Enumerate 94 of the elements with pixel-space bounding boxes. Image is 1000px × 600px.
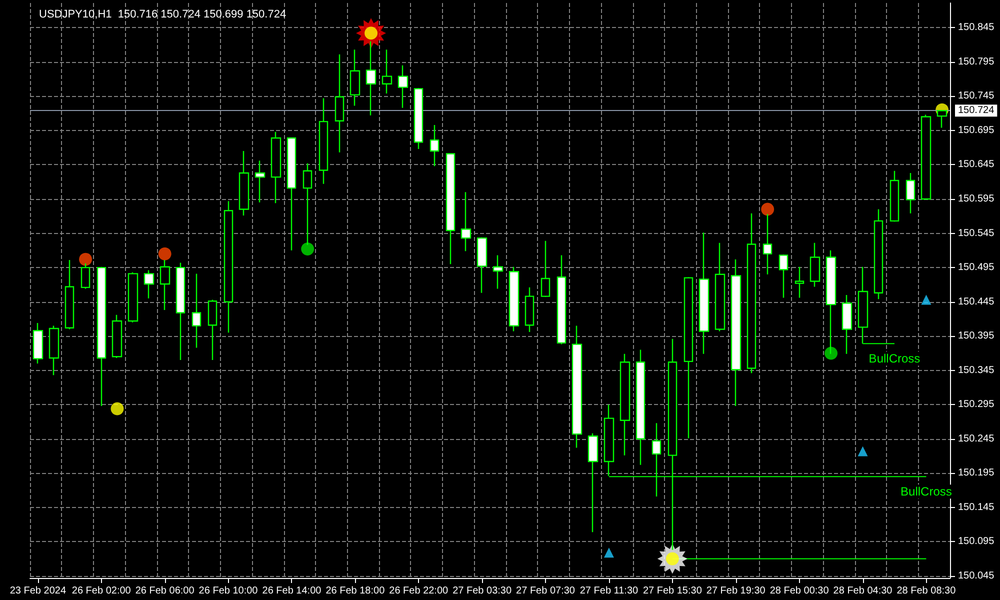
candlestick (270, 131, 282, 204)
x-tick-label: 26 Feb 10:00 (198, 586, 258, 596)
x-tick-label: 28 Feb 08:30 (896, 586, 956, 596)
candlestick (128, 272, 138, 323)
y-tick-label: 150.045 (958, 570, 995, 582)
candlestick (572, 325, 582, 448)
candlestick (920, 114, 932, 200)
x-tick-label: 26 Feb 02:00 (72, 586, 132, 596)
candlestick (414, 87, 424, 150)
y-tick-label: 150.095 (958, 536, 995, 548)
candlestick (636, 349, 646, 466)
candlestick (874, 208, 884, 300)
y-tick-label: 150.745 (958, 90, 995, 102)
y-tick-label: 150.845 (958, 22, 995, 34)
y-tick-label: 150.495 (958, 262, 995, 274)
candlestick (96, 266, 106, 407)
x-tick-label: 26 Feb 18:00 (326, 586, 386, 596)
y-tick-label: 150.695 (958, 124, 995, 136)
y-tick-label: 150.245 (958, 433, 995, 444)
candlestick (350, 49, 360, 106)
candlestick (746, 212, 756, 374)
y-tick-label: 150.795 (958, 56, 995, 68)
x-tick-label: 27 Feb 07:30 (516, 586, 576, 596)
candlestick (112, 314, 122, 359)
x-tick-label: 27 Feb 15:30 (642, 586, 702, 596)
candlestick (32, 322, 44, 364)
candlestick (64, 259, 74, 330)
candlestick (906, 172, 916, 214)
y-tick-label: 150.645 (958, 159, 995, 170)
text: USDJPY10,H1 150.716 150.724 150.699 150.724 (39, 8, 286, 20)
candlestick (318, 98, 328, 185)
y-tick-label: 150.445 (958, 296, 995, 308)
candlestick (604, 404, 614, 476)
x-tick-label: 26 Feb 14:00 (262, 586, 322, 596)
candlestick (48, 325, 60, 376)
x-tick-label: 28 Feb 04:30 (833, 586, 893, 596)
y-tick-label: 150.145 (958, 502, 995, 513)
candlestick (684, 276, 694, 439)
candlestick (238, 150, 250, 216)
y-tick-label: 150.345 (958, 364, 995, 376)
point (110, 402, 124, 416)
y-tick-label: 150.545 (958, 228, 995, 239)
y-tick-label: 150.395 (958, 330, 995, 342)
series-label: BullCross (868, 352, 920, 366)
candlestick (176, 262, 186, 361)
candlestick (476, 236, 488, 294)
candlestick (540, 240, 550, 298)
candlestick (446, 152, 456, 265)
candlestick (810, 242, 820, 288)
x-tick-label: 26 Feb 06:00 (135, 586, 195, 596)
candlestick (382, 49, 392, 94)
x-tick-label: 27 Feb 03:30 (452, 586, 512, 596)
candlestick (208, 299, 218, 361)
candlestick (778, 254, 788, 298)
x-tick-label: 27 Feb 11:30 (580, 586, 638, 596)
candlestick (144, 270, 154, 299)
point (301, 242, 314, 256)
x-tick-label: 26 Feb 22:00 (389, 586, 449, 596)
candlestick (398, 64, 408, 108)
candlestick (588, 432, 598, 533)
candlestick (794, 266, 804, 298)
candlestick (430, 124, 440, 167)
candlestick (460, 192, 472, 252)
candlestick (366, 40, 376, 116)
x-tick-label: 23 Feb 2024 (10, 586, 66, 596)
series-label: BullCross (900, 484, 952, 499)
point (824, 346, 838, 360)
y-tick-label: 150.295 (958, 399, 995, 410)
candlestick (224, 200, 234, 334)
candlestick (286, 136, 296, 252)
candlestick (730, 258, 742, 407)
candlestick (524, 286, 534, 333)
y-tick-label: 150.595 (958, 194, 995, 205)
y-tick-label: 150.195 (958, 468, 995, 479)
candlestick (508, 266, 520, 332)
point (921, 294, 932, 305)
candlestick (842, 294, 852, 354)
point (761, 202, 774, 216)
point (858, 446, 868, 456)
candlestick (890, 170, 900, 222)
x-tick-label: 28 Feb 00:30 (770, 586, 830, 596)
candlestick (192, 273, 202, 348)
candlestick (698, 232, 710, 354)
point (604, 548, 614, 558)
x-tick-label: 27 Feb 19:30 (706, 586, 766, 596)
candlestick (254, 160, 266, 204)
candlestick (714, 242, 726, 332)
candlestick (620, 353, 630, 456)
candlestick (334, 54, 344, 154)
candlestick (492, 254, 504, 290)
point (158, 247, 172, 260)
point (79, 252, 92, 266)
candlestick (556, 254, 566, 345)
ref-line-label: 150.724 (958, 105, 995, 116)
